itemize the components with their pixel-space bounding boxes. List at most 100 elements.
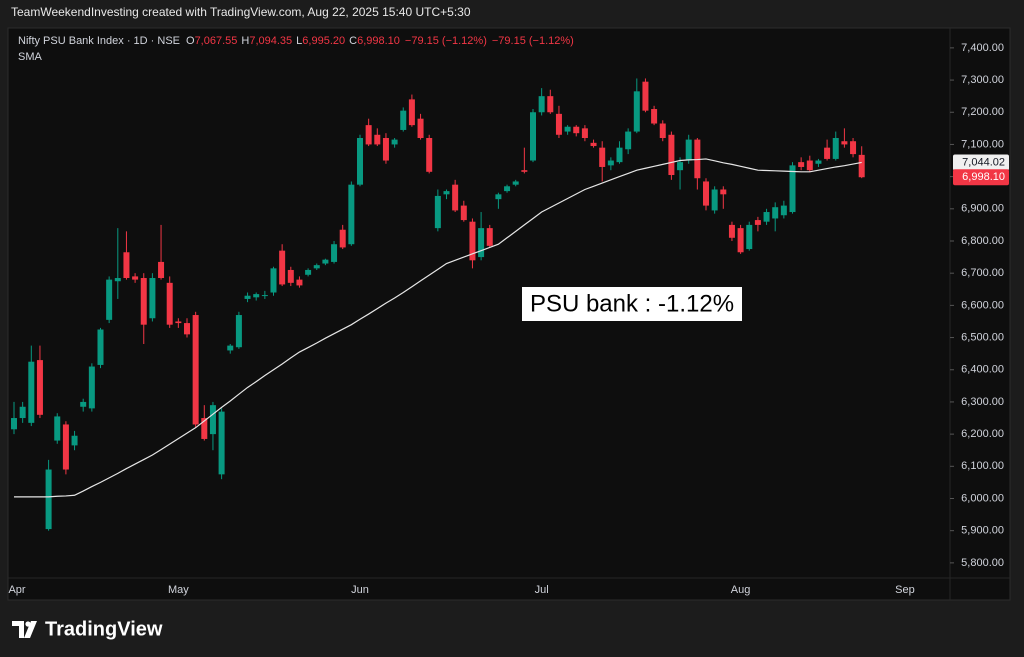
candle-body: [443, 191, 450, 195]
candle-body: [417, 118, 424, 138]
candle-body: [408, 99, 415, 126]
y-tick-label: 6,400.00: [961, 364, 1004, 376]
candle-body: [607, 160, 614, 166]
candle-body: [703, 181, 709, 206]
header: TeamWeekendInvesting created with Tradin…: [11, 5, 471, 19]
y-tick-label: 6,200.00: [961, 428, 1004, 440]
candle-body: [858, 154, 865, 178]
candle-body: [244, 295, 251, 299]
candle-body: [668, 134, 675, 176]
y-tick-label: 7,100.00: [961, 138, 1004, 150]
legend-ohlc-label: O: [186, 35, 195, 47]
legend-ohlc-label: L: [296, 35, 302, 47]
candle-body: [201, 418, 208, 439]
brand-logo: [12, 621, 37, 638]
legend-ohlc-value: 6,998.10: [357, 35, 400, 47]
candle-body: [599, 147, 606, 167]
candle-body: [54, 416, 61, 441]
candle-body: [763, 212, 770, 222]
candle-body: [348, 184, 355, 245]
candle-body: [625, 131, 632, 150]
candle-body: [547, 96, 554, 113]
candle-body: [478, 228, 485, 258]
candle-body: [158, 261, 165, 279]
candle-body: [824, 147, 831, 159]
candle-body: [287, 269, 294, 283]
candle-body: [504, 186, 511, 192]
sma-price-label: 7,044.02: [962, 156, 1005, 168]
annotation-box: [522, 287, 742, 321]
candle-body: [270, 268, 277, 293]
y-tick-label: 7,300.00: [961, 74, 1004, 86]
candle-body: [305, 269, 312, 275]
candle-body: [806, 160, 813, 171]
brand-name: TradingView: [45, 618, 163, 640]
legend: Nifty PSU Bank Index · 1D · NSE O7,067.55…: [18, 35, 574, 47]
sma-legend: SMA: [18, 51, 43, 63]
y-tick-label: 7,400.00: [961, 42, 1004, 54]
candle-body: [659, 123, 666, 138]
candle-body: [279, 250, 286, 285]
candle-body: [772, 207, 779, 219]
candle-body: [149, 278, 156, 319]
candle-body: [253, 294, 260, 298]
candle-body: [512, 181, 519, 185]
y-tick-label: 6,600.00: [961, 299, 1004, 311]
y-tick-label: 6,700.00: [961, 267, 1004, 279]
candle-body: [486, 228, 493, 246]
candle-body: [798, 162, 805, 167]
candle-body: [694, 139, 701, 179]
candle-body: [754, 220, 761, 225]
candle-body: [651, 109, 658, 124]
candle-body: [452, 184, 459, 211]
candle-body: [80, 401, 87, 407]
candle-body: [789, 165, 796, 213]
x-tick-label: Apr: [8, 584, 25, 596]
candle-body: [841, 141, 848, 145]
candle-body: [581, 128, 588, 138]
legend-ohlc-label: C: [349, 35, 357, 47]
candle-body: [391, 139, 398, 145]
legend-ohlc-label: H: [241, 35, 249, 47]
y-tick-label: 6,900.00: [961, 203, 1004, 215]
candle-body: [426, 137, 433, 172]
candle-body: [642, 81, 649, 111]
y-tick-label: 6,800.00: [961, 235, 1004, 247]
candle-body: [62, 424, 69, 470]
candle-body: [97, 329, 104, 365]
candle-body: [374, 134, 381, 145]
x-tick-label: May: [168, 584, 189, 596]
candle-body: [71, 435, 78, 446]
candle-body: [555, 113, 562, 135]
y-tick-label: 5,900.00: [961, 525, 1004, 537]
candle-body: [339, 229, 346, 248]
candle-body: [19, 406, 26, 419]
candle-body: [400, 110, 407, 130]
candle-body: [184, 323, 190, 335]
candle-body: [313, 265, 320, 269]
candle-body: [36, 360, 43, 415]
candle-body: [114, 278, 121, 282]
candle-body: [677, 162, 684, 171]
candle-body: [209, 405, 216, 435]
y-tick-label: 6,300.00: [961, 396, 1004, 408]
candle-body: [296, 279, 303, 286]
legend-ohlc-value: 7,067.55: [195, 35, 238, 47]
close-price-tag: [953, 169, 1009, 186]
legend-symbol: Nifty PSU Bank Index · 1D · NSE: [18, 35, 180, 47]
candle-body: [11, 418, 17, 430]
candle-body: [469, 221, 476, 261]
candle-body: [45, 469, 52, 530]
y-tick-label: 5,800.00: [961, 557, 1004, 569]
candle-body: [616, 147, 623, 163]
candle-body: [728, 224, 735, 238]
candle-body: [322, 259, 329, 264]
chart-frame: [7, 27, 1011, 601]
candle-body: [123, 252, 130, 279]
candle-body: [573, 126, 580, 134]
candle-body: [227, 345, 234, 351]
candle-body: [564, 126, 571, 132]
candle-body: [460, 205, 467, 221]
